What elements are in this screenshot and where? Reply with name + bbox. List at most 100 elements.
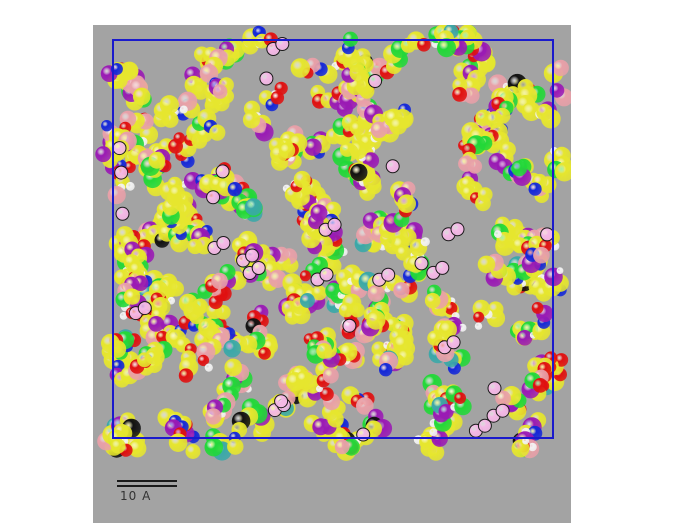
- purple-atom: [304, 138, 322, 156]
- water-molecule: [450, 222, 465, 237]
- pink-atom: [552, 59, 569, 77]
- carbon-atom: [366, 310, 386, 330]
- carbon-atom: [554, 162, 571, 182]
- carbon-atom: [185, 444, 201, 459]
- teal-atom: [223, 339, 241, 358]
- water-molecule: [112, 141, 127, 156]
- carbon-atom: [159, 95, 179, 115]
- carbon-atom: [148, 151, 166, 169]
- water-molecule: [540, 227, 555, 242]
- oxygen-atom: [532, 378, 548, 393]
- carbon-atom: [168, 184, 185, 202]
- carbon-atom: [224, 358, 242, 377]
- water-molecule: [274, 394, 289, 409]
- carbon-atom: [178, 293, 198, 313]
- carbon-atom: [168, 433, 188, 453]
- oxygen-atom: [197, 354, 210, 367]
- carbon-atom: [101, 333, 120, 353]
- pink-atom: [367, 284, 385, 302]
- carbon-atom: [187, 238, 203, 255]
- water-molecule: [342, 318, 357, 333]
- nitrogen-atom: [101, 120, 113, 132]
- carbon-atom: [536, 103, 553, 121]
- carbon-atom: [338, 302, 354, 318]
- purple-atom: [148, 316, 165, 332]
- pink-atom: [533, 246, 550, 264]
- nitrogen-atom: [379, 363, 393, 377]
- carbon-atom: [427, 330, 443, 346]
- oxygen-atom: [270, 91, 285, 105]
- green-atom: [511, 160, 528, 177]
- purple-atom: [310, 204, 328, 222]
- oxygen-atom: [178, 368, 194, 383]
- pink-atom: [211, 272, 228, 290]
- black-atom: [350, 163, 368, 182]
- carbon-atom: [316, 343, 333, 359]
- water-molecule: [251, 261, 266, 275]
- carbon-atom: [128, 439, 147, 458]
- teal-atom: [244, 198, 263, 216]
- hydrogen-atom: [474, 322, 483, 330]
- carbon-atom: [293, 170, 311, 188]
- carbon-atom: [485, 111, 503, 129]
- oxygen-atom: [417, 38, 431, 52]
- carbon-atom: [424, 292, 441, 309]
- pink-atom: [356, 397, 374, 415]
- scale-bar-line-lower: [117, 485, 177, 487]
- hydrogen-atom: [179, 105, 188, 114]
- oxygen-atom: [156, 330, 169, 344]
- oxygen-atom: [452, 87, 467, 102]
- hydrogen-atom: [522, 437, 530, 445]
- pink-atom: [268, 269, 287, 288]
- water-molecule: [495, 403, 510, 418]
- carbon-atom: [311, 285, 327, 301]
- carbon-atom: [477, 255, 496, 274]
- water-molecule: [435, 260, 450, 275]
- oxygen-atom: [258, 347, 271, 360]
- carbon-atom: [350, 121, 365, 136]
- molecular-viewport[interactable]: 10 A: [93, 25, 571, 523]
- hydrogen-atom: [119, 312, 128, 320]
- carbon-atom: [110, 438, 126, 454]
- pink-atom: [205, 408, 222, 425]
- purple-atom: [95, 146, 112, 163]
- purple-atom: [516, 330, 533, 346]
- carbon-atom: [209, 124, 226, 141]
- water-molecule: [206, 190, 221, 205]
- oxygen-atom: [320, 387, 334, 401]
- oxygen-atom: [454, 392, 466, 404]
- nitrogen-atom: [528, 182, 542, 196]
- purple-atom: [312, 418, 330, 436]
- water-molecule: [259, 71, 274, 86]
- carbon-atom: [393, 334, 413, 354]
- oxygen-atom: [299, 270, 311, 282]
- hydrogen-atom: [429, 428, 438, 437]
- water-molecule: [385, 159, 400, 174]
- atom-layer: [95, 25, 571, 461]
- carbon-atom: [290, 58, 310, 78]
- pink-atom: [107, 186, 126, 205]
- water-molecule: [245, 248, 260, 263]
- hydrogen-atom: [556, 267, 564, 275]
- carbon-atom: [124, 288, 141, 305]
- carbon-atom: [477, 187, 493, 203]
- carbon-atom: [184, 75, 203, 95]
- water-molecule: [446, 335, 461, 350]
- water-molecule: [487, 381, 502, 396]
- carbon-atom: [397, 194, 417, 213]
- hydrogen-atom: [125, 181, 135, 191]
- scale-bar-line-upper: [117, 480, 177, 482]
- teal-atom: [299, 293, 315, 308]
- oxygen-atom: [531, 302, 544, 314]
- water-molecule: [114, 165, 129, 180]
- carbon-atom: [296, 370, 312, 387]
- hydrogen-atom: [420, 237, 430, 247]
- carbon-atom: [198, 318, 217, 338]
- molecular-scene: [93, 25, 571, 523]
- hydrogen-atom: [528, 442, 537, 452]
- carbon-atom: [339, 142, 355, 157]
- pink-atom: [393, 282, 410, 299]
- carbon-atom: [242, 111, 261, 129]
- hydrogen-atom: [494, 230, 502, 239]
- water-molecule: [368, 74, 383, 88]
